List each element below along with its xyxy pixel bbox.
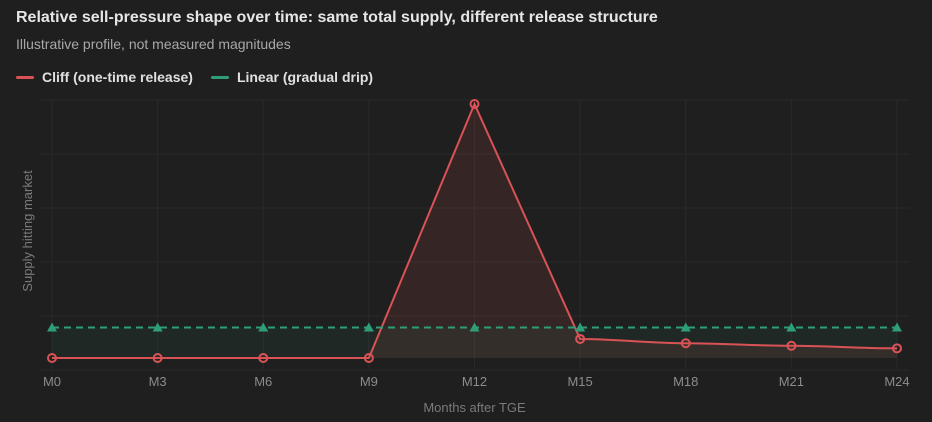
point-cliff-m3 — [152, 353, 163, 363]
point-linear-m24 — [892, 322, 902, 332]
x-axis-label: Months after TGE — [423, 400, 526, 415]
point-cliff-m15 — [575, 333, 586, 344]
x-tick-m21: M21 — [779, 374, 804, 389]
point-linear-m15 — [575, 322, 586, 332]
point-cliff-m0 — [47, 353, 57, 363]
legend-label-cliff: Cliff (one-time release) — [42, 69, 193, 85]
x-tick-m6: M6 — [254, 374, 272, 389]
point-linear-m12 — [469, 322, 480, 332]
x-tick-m24: M24 — [884, 374, 909, 389]
point-linear-m9 — [363, 322, 374, 332]
legend-swatch-cliff — [16, 75, 34, 79]
point-linear-m0 — [47, 322, 57, 332]
point-cliff-m18 — [680, 338, 691, 349]
point-linear-m18 — [680, 322, 691, 332]
point-cliff-m12 — [469, 99, 480, 109]
series-markers — [47, 99, 902, 363]
y-axis-label: Supply hitting market — [20, 170, 35, 292]
chart-legend: Cliff (one-time release) Linear (gradual… — [16, 69, 373, 85]
point-linear-m21 — [786, 322, 797, 332]
legend-swatch-linear — [210, 75, 229, 79]
point-cliff-m21 — [786, 340, 797, 351]
legend-item-linear[interactable]: Linear (gradual drip) — [210, 69, 374, 85]
point-cliff-m6 — [258, 353, 269, 363]
line-cliff — [52, 101, 898, 359]
x-tick-m18: M18 — [673, 374, 698, 389]
chart-subtitle: Illustrative profile, not measured magni… — [16, 36, 291, 52]
x-tick-m3: M3 — [149, 374, 167, 389]
area-linear — [52, 327, 897, 358]
legend-item-cliff[interactable]: Cliff (one-time release) — [16, 69, 193, 85]
x-tick-m15: M15 — [567, 374, 592, 389]
legend-label-linear: Linear (gradual drip) — [236, 69, 374, 85]
x-tick-m12: M12 — [462, 374, 487, 389]
x-tick-labels: M0 M3 M6 M9 M12 M15 M18 M21 M24 — [43, 374, 910, 389]
x-tick-m9: M9 — [360, 374, 378, 389]
chart-title: Relative sell-pressure shape over time: … — [16, 9, 658, 26]
point-cliff-m24 — [892, 343, 902, 354]
series-areas — [52, 104, 897, 358]
area-cliff — [52, 104, 897, 358]
point-linear-m6 — [258, 322, 269, 332]
point-cliff-m9 — [363, 353, 374, 363]
x-tick-m0: M0 — [43, 374, 61, 389]
point-linear-m3 — [152, 322, 163, 332]
